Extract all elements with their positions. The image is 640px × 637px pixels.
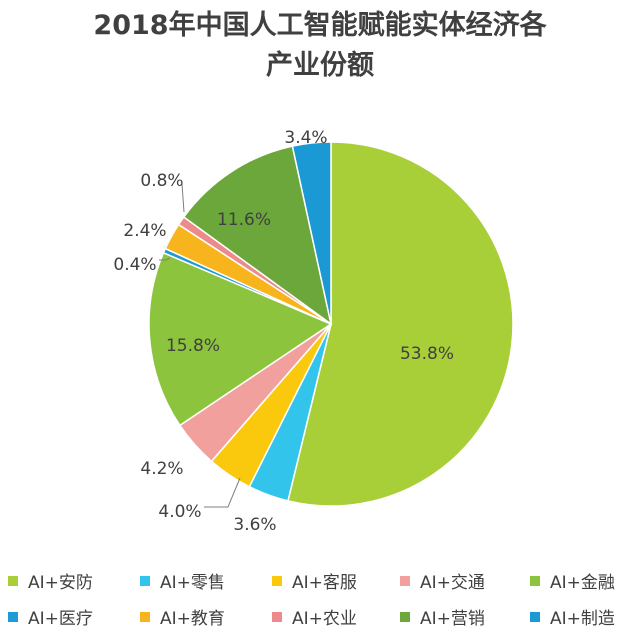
pie-slice — [148, 251, 333, 427]
legend-swatch — [140, 611, 150, 622]
chart-title-line-2: 产业份额 — [266, 50, 374, 81]
legend-swatch — [530, 575, 540, 586]
chart-title: 2018年中国人工智能赋能实体经济各 产业份额 — [0, 6, 640, 86]
pie-slice — [287, 141, 514, 507]
legend-swatch — [400, 611, 410, 622]
chart-title-line-1: 2018年中国人工智能赋能实体经济各 — [93, 10, 547, 41]
legend-swatch — [140, 575, 150, 586]
legend-label: AI+客服 — [292, 573, 357, 593]
data-label: 15.8% — [166, 336, 220, 356]
legend-item: AI+交通 — [400, 568, 485, 593]
legend-item: AI+金融 — [530, 568, 615, 593]
data-label: 0.8% — [140, 171, 183, 191]
legend-label: AI+交通 — [420, 573, 485, 593]
legend-label: AI+制造 — [550, 609, 615, 629]
legend-label: AI+农业 — [292, 609, 357, 629]
legend-label: AI+零售 — [160, 573, 225, 593]
legend-label: AI+金融 — [550, 573, 615, 593]
legend-swatch — [272, 575, 282, 586]
legend-item: AI+制造 — [530, 604, 615, 629]
pie-slice — [291, 141, 332, 325]
data-labels: 53.8% 3.6% 4.0% 4.2% 15.8% 0.4% 2.4% 0.8% 11.6% 3… — [113, 128, 454, 535]
pie-chart: 53.8% 3.6% 4.0% 4.2% 15.8% 0.4% 2.4% 0.8% 11.6% 3… — [113, 128, 514, 535]
legend-item: AI+营销 — [400, 604, 485, 629]
data-label: 4.0% — [158, 502, 201, 522]
leader-line — [204, 477, 241, 508]
leader-lines — [159, 183, 241, 508]
leader-line — [159, 257, 171, 261]
legend-label: AI+医疗 — [28, 609, 93, 629]
pie-slice — [182, 145, 333, 326]
data-label: 11.6% — [217, 210, 271, 230]
legend-swatch — [8, 611, 18, 622]
legend-label: AI+安防 — [28, 573, 93, 593]
data-label: 4.2% — [140, 459, 183, 479]
data-label: 0.4% — [113, 255, 156, 275]
legend-swatch — [8, 575, 18, 586]
data-label: 3.6% — [233, 515, 276, 535]
legend-label: AI+教育 — [160, 609, 225, 629]
leader-line — [181, 183, 185, 213]
pie-slices — [148, 141, 514, 507]
data-label: 3.4% — [284, 128, 327, 148]
data-label: 2.4% — [123, 221, 166, 241]
legend-item: AI+医疗 — [8, 604, 93, 629]
legend-item: AI+农业 — [272, 604, 357, 629]
legend-item: AI+安防 — [8, 568, 93, 593]
legend-swatch — [400, 575, 410, 586]
legend-label: AI+营销 — [420, 609, 485, 629]
legend-item: AI+教育 — [140, 604, 225, 629]
legend-item: AI+零售 — [140, 568, 225, 593]
legend-swatch — [530, 611, 540, 622]
legend-item: AI+客服 — [272, 568, 357, 593]
data-label: 53.8% — [400, 344, 454, 364]
legend-swatch — [272, 611, 282, 622]
